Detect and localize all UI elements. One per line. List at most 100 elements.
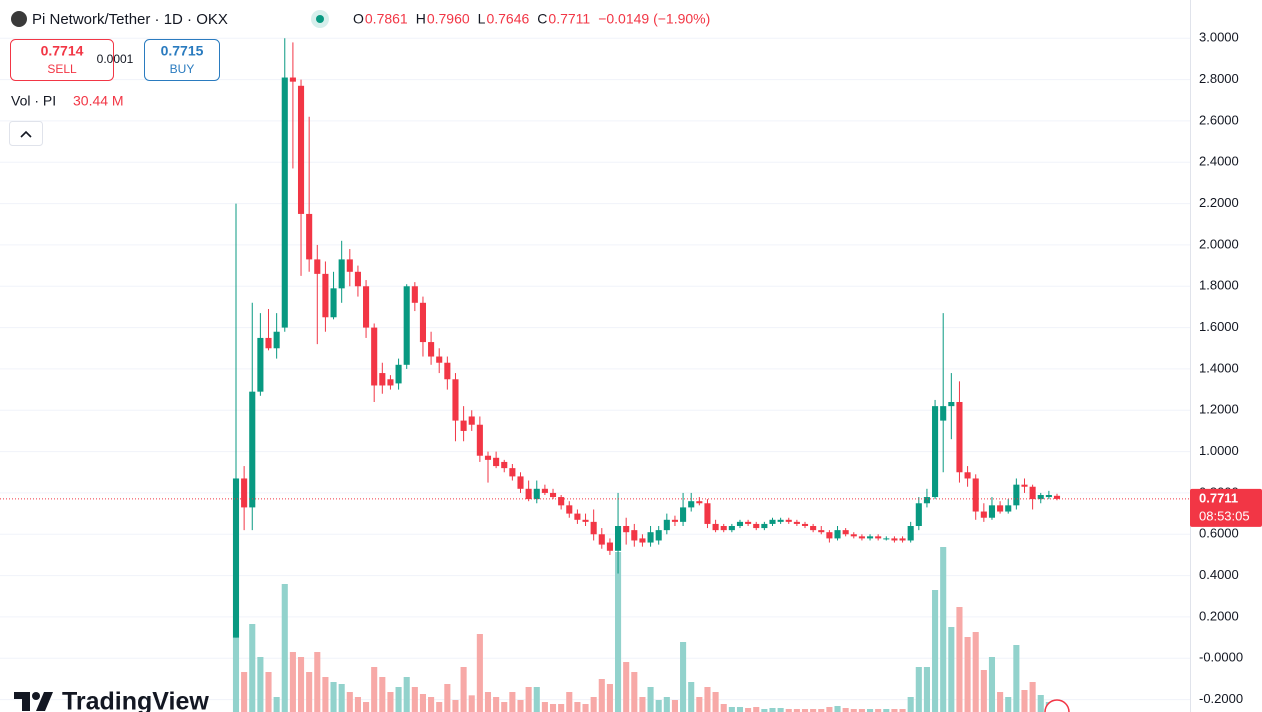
volume-bar (452, 700, 459, 712)
symbol-title[interactable]: Pi Network/Tether · 1D · OKX (32, 11, 228, 28)
candle-body (541, 488, 548, 493)
candle-body (850, 534, 857, 537)
volume-bar (932, 590, 939, 712)
y-tick-label: -0.2000 (1199, 691, 1243, 706)
y-tick-label: 0.2000 (1199, 608, 1239, 623)
volume-bar (631, 672, 638, 712)
candle-body (753, 523, 760, 529)
candle-body (338, 259, 345, 289)
volume-bar (883, 709, 890, 712)
volume-bar (769, 708, 776, 712)
candle-body (818, 530, 825, 533)
volume-bar (753, 707, 760, 712)
volume-bar (728, 707, 735, 712)
y-tick-label: -0.0000 (1199, 650, 1243, 665)
candle-body (403, 286, 410, 365)
candle-body (273, 331, 280, 349)
candle-body (436, 356, 443, 363)
candle-body (1029, 486, 1036, 500)
candle-body (866, 536, 874, 539)
volume-bar (623, 662, 630, 712)
volume-bar (948, 627, 955, 712)
candle-body (476, 424, 483, 456)
volume-bar (265, 672, 272, 712)
candle-body (598, 534, 605, 545)
volume-bar (671, 700, 678, 712)
ohlc-key: C (537, 11, 547, 27)
status-dot (316, 15, 324, 23)
volume-bar (793, 709, 800, 712)
collapse-button[interactable] (9, 121, 43, 146)
volume-bar (785, 709, 792, 712)
candle-body (972, 478, 979, 512)
sell-button[interactable] (10, 39, 114, 81)
volume-bar (1005, 697, 1012, 712)
candle-body (1045, 495, 1052, 498)
volume-bar (517, 700, 524, 712)
volume-bar (395, 687, 402, 712)
volume-bar (379, 677, 386, 712)
candle-body (801, 523, 809, 526)
candle-body (680, 507, 687, 522)
last-price-label: 0.7711 (1199, 490, 1238, 505)
volume-bar (891, 709, 898, 712)
y-tick-label: 1.8000 (1199, 278, 1239, 293)
candle-body (411, 286, 418, 303)
volume-bar (582, 704, 589, 712)
candle-body (297, 85, 305, 214)
volume-bar (232, 637, 240, 712)
volume-bar (387, 692, 394, 712)
candle-body (281, 77, 288, 328)
volume-bar (606, 684, 613, 712)
volume-bar (712, 692, 719, 712)
volume-label: Vol · PI (11, 93, 56, 109)
y-tick-label: 1.0000 (1199, 443, 1239, 458)
candle-body (452, 379, 459, 421)
candle-body (615, 526, 622, 551)
volume-bar (655, 700, 662, 712)
candle-body (948, 402, 955, 407)
volume-bar (289, 652, 296, 712)
candle-body (964, 472, 971, 479)
volume-bar (810, 709, 817, 712)
volume-bar (720, 704, 727, 712)
candle-body (257, 337, 264, 392)
volume-bar (915, 667, 922, 712)
candle-body (712, 523, 719, 531)
volume-bar (484, 692, 492, 712)
volume-bar (680, 642, 687, 712)
candle-body (777, 519, 784, 522)
volume-bar (541, 702, 548, 712)
candle-body (899, 538, 906, 541)
sell-label: SELL (47, 62, 77, 76)
volume-bar (436, 702, 443, 712)
candle-body (558, 497, 565, 506)
candle-body (704, 503, 711, 524)
sell-price: 0.7714 (41, 43, 84, 59)
volume-bar (371, 667, 378, 712)
volume-bar (306, 672, 313, 712)
candle-body (655, 530, 662, 541)
brand-name: TradingView (62, 688, 209, 712)
volume-bar (281, 584, 288, 712)
volume-bar (314, 652, 321, 712)
volume-bar (866, 709, 874, 712)
candle-body (956, 402, 963, 473)
volume-bar (509, 692, 516, 712)
buy-button[interactable] (144, 39, 220, 81)
volume-bar (875, 709, 882, 712)
volume-bar (525, 687, 532, 712)
candle-body (761, 523, 768, 529)
alert-icon[interactable] (1044, 699, 1070, 712)
candle-body (923, 497, 930, 504)
volume-bar (249, 624, 256, 712)
candle-body (549, 492, 557, 498)
y-tick-label: 1.6000 (1199, 319, 1239, 334)
volume-bar (736, 707, 744, 712)
candle-body (810, 526, 817, 531)
candle-body (371, 327, 378, 386)
volume-bar (1013, 645, 1020, 712)
candle-body (663, 519, 670, 531)
volume-bar (1029, 682, 1036, 712)
candle-body (265, 337, 272, 349)
